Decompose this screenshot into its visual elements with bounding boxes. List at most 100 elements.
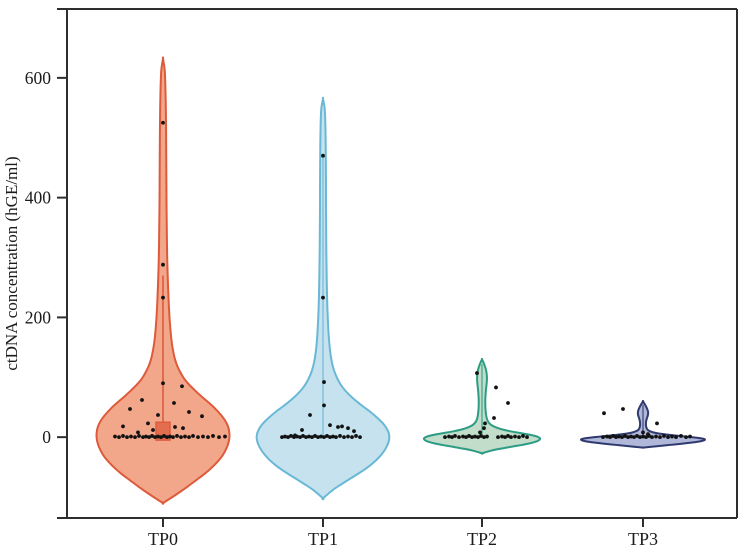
scatter-point	[666, 435, 670, 440]
scatter-point	[147, 435, 151, 440]
scatter-point	[478, 430, 482, 435]
scatter-point	[125, 435, 129, 440]
x-axis-tick-label: TP3	[628, 529, 658, 549]
scatter-point	[196, 435, 200, 440]
scatter-point	[286, 435, 290, 440]
scatter-point	[342, 435, 346, 440]
y-axis-tick-label: 200	[25, 307, 52, 327]
scatter-point	[187, 435, 191, 440]
scatter-point	[283, 434, 287, 439]
scatter-point	[461, 434, 465, 439]
scatter-point	[175, 434, 179, 438]
scatter-point	[150, 434, 154, 438]
scatter-point	[658, 435, 662, 440]
scatter-point	[632, 435, 636, 440]
scatter-point	[161, 262, 165, 267]
scatter-point	[635, 434, 639, 438]
scatter-point	[336, 425, 340, 429]
scatter-point	[623, 434, 627, 438]
scatter-point	[168, 434, 172, 439]
scatter-point	[443, 435, 447, 440]
scatter-point	[605, 434, 609, 439]
scatter-point	[650, 435, 654, 440]
scatter-point	[331, 434, 335, 439]
scatter-point	[494, 385, 498, 390]
scatter-point	[644, 435, 648, 440]
scatter-point	[467, 434, 471, 438]
scatter-point	[670, 434, 674, 439]
scatter-point	[180, 384, 184, 389]
scatter-point	[352, 429, 356, 434]
scatter-point	[165, 435, 169, 440]
scatter-point	[457, 435, 461, 440]
violin-tp1	[255, 96, 391, 501]
scatter-point	[162, 434, 166, 438]
scatter-point	[300, 428, 304, 432]
scatter-point	[500, 434, 504, 439]
scatter-point	[173, 425, 177, 429]
y-axis-tick-label: 600	[25, 68, 52, 88]
scatter-point	[679, 434, 683, 438]
scatter-point	[325, 434, 329, 438]
axes	[57, 8, 738, 519]
scatter-point	[641, 430, 645, 435]
scatter-point	[292, 435, 296, 440]
scatter-point	[674, 435, 678, 440]
scatter-point	[200, 414, 204, 419]
scatter-point	[129, 434, 133, 439]
scatter-point	[319, 434, 323, 439]
scatter-point	[181, 426, 185, 431]
scatter-point	[289, 434, 293, 438]
scatter-point	[473, 434, 477, 439]
scatter-point	[156, 413, 160, 417]
scatter-point	[346, 434, 350, 439]
scatter-point	[137, 434, 141, 438]
scatter-point	[121, 424, 125, 429]
scatter-point	[340, 424, 344, 429]
scatter-point	[217, 435, 221, 440]
scatter-point	[140, 398, 144, 402]
scatter-point	[475, 371, 479, 375]
scatter-point	[328, 435, 332, 440]
scatter-point	[338, 434, 342, 438]
violin-tp3	[580, 399, 706, 449]
scatter-point	[316, 435, 320, 440]
scatter-point	[626, 435, 630, 440]
scatter-point	[482, 426, 486, 431]
scatter-point	[322, 380, 326, 384]
scatter-point	[295, 434, 299, 439]
scatter-point	[321, 295, 325, 300]
scatter-point	[641, 434, 645, 439]
scatter-point	[503, 435, 507, 440]
scatter-point	[308, 413, 312, 417]
x-axis-tick-label: TP1	[308, 529, 338, 549]
scatter-point	[346, 426, 350, 431]
violin-tp2	[422, 357, 542, 455]
scatter-point	[172, 401, 176, 405]
scatter-point	[328, 423, 332, 428]
scatter-point	[161, 381, 165, 386]
scatter-point	[479, 434, 483, 438]
y-axis-tick-label: 400	[25, 188, 52, 208]
scatter-point	[146, 421, 150, 426]
scatter-point	[509, 435, 513, 440]
scatter-point	[354, 434, 358, 438]
scatter-point	[156, 434, 160, 439]
scatter-point	[153, 435, 157, 440]
scatter-point	[684, 435, 688, 440]
scatter-point	[121, 434, 125, 438]
scatter-point	[159, 435, 163, 440]
scatter-point	[117, 435, 121, 440]
scatter-point	[183, 434, 187, 439]
scatter-point	[141, 435, 145, 440]
scatter-point	[223, 434, 227, 439]
scatter-point	[133, 435, 137, 440]
scatter-point	[447, 434, 451, 439]
scatter-point	[280, 435, 284, 440]
scatter-point	[485, 434, 489, 439]
scatter-point	[136, 430, 140, 435]
scatter-point	[304, 435, 308, 440]
scatter-point	[496, 435, 500, 440]
